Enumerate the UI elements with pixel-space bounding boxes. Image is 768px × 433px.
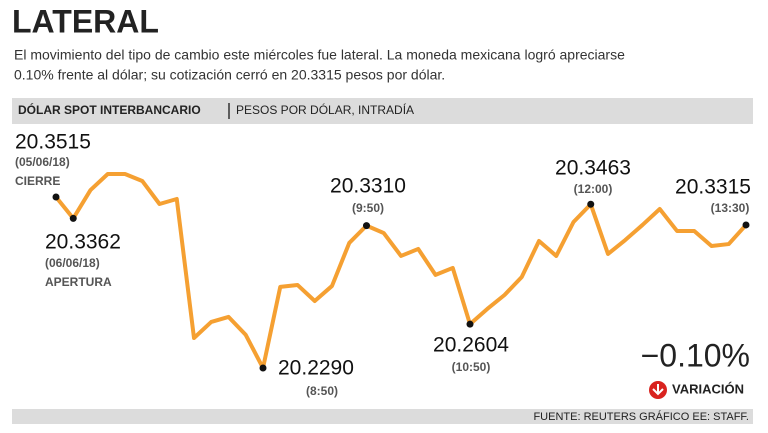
line: [54, 172, 748, 370]
change-value: −0.10%: [641, 337, 750, 373]
x-label: (8:50): [306, 384, 338, 398]
x-label: (12:00): [574, 182, 613, 196]
x-label: (10:50): [452, 360, 491, 374]
point: [363, 222, 370, 230]
value-label: 20.3310: [330, 175, 406, 198]
section-title: DÓLAR SPOT INTERBANCARIO: [18, 102, 201, 117]
value-label: 20.3463: [555, 157, 631, 180]
value-label: 20.2604: [433, 334, 509, 357]
x-label: (05/06/18): [15, 155, 70, 169]
down-arrow: [652, 384, 664, 396]
section-subtitle: PESOS POR DÓLAR, INTRADÍA: [236, 102, 414, 117]
value-label: 20.2290: [278, 357, 354, 380]
value-label: 20.3515: [15, 131, 91, 154]
value-label: 20.3362: [45, 231, 121, 254]
x-label: (06/06/18): [45, 256, 100, 270]
point: [587, 200, 595, 208]
chart-title: LATERAL: [12, 3, 159, 39]
x-label: (9:50): [352, 201, 384, 215]
point: [742, 221, 750, 229]
point: [466, 320, 474, 328]
section-bar: [12, 98, 753, 124]
annotation: APERTURA: [45, 275, 112, 289]
footer-bar: [12, 409, 753, 424]
annotation: CIERRE: [15, 174, 60, 188]
x-label: (13:30): [711, 201, 750, 215]
subtitle-line-2: 0.10% frente al dólar; su cotización cer…: [14, 67, 445, 83]
change-label: VARIACIÓN: [672, 381, 744, 396]
value-label: 20.3315: [675, 176, 751, 199]
point: [52, 193, 60, 201]
subtitle-line-1: El movimiento del tipo de cambio este mi…: [14, 47, 625, 63]
point: [259, 364, 267, 372]
point: [69, 214, 77, 222]
source: FUENTE: REUTERS GRÁFICO EE: STAFF.: [533, 410, 749, 423]
